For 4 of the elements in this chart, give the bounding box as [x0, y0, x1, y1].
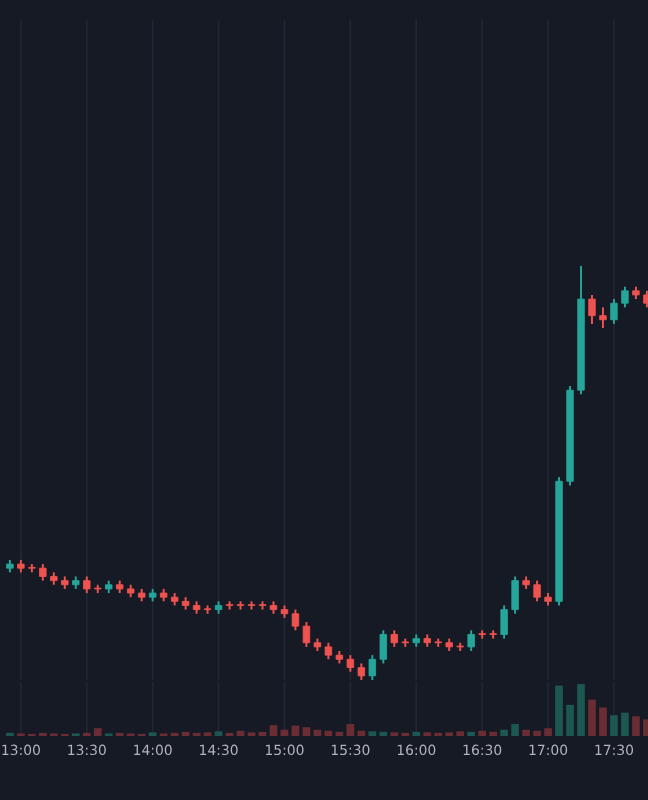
bar — [632, 716, 640, 736]
bar — [302, 727, 311, 736]
bar — [269, 725, 278, 736]
candlestick — [467, 629, 475, 652]
